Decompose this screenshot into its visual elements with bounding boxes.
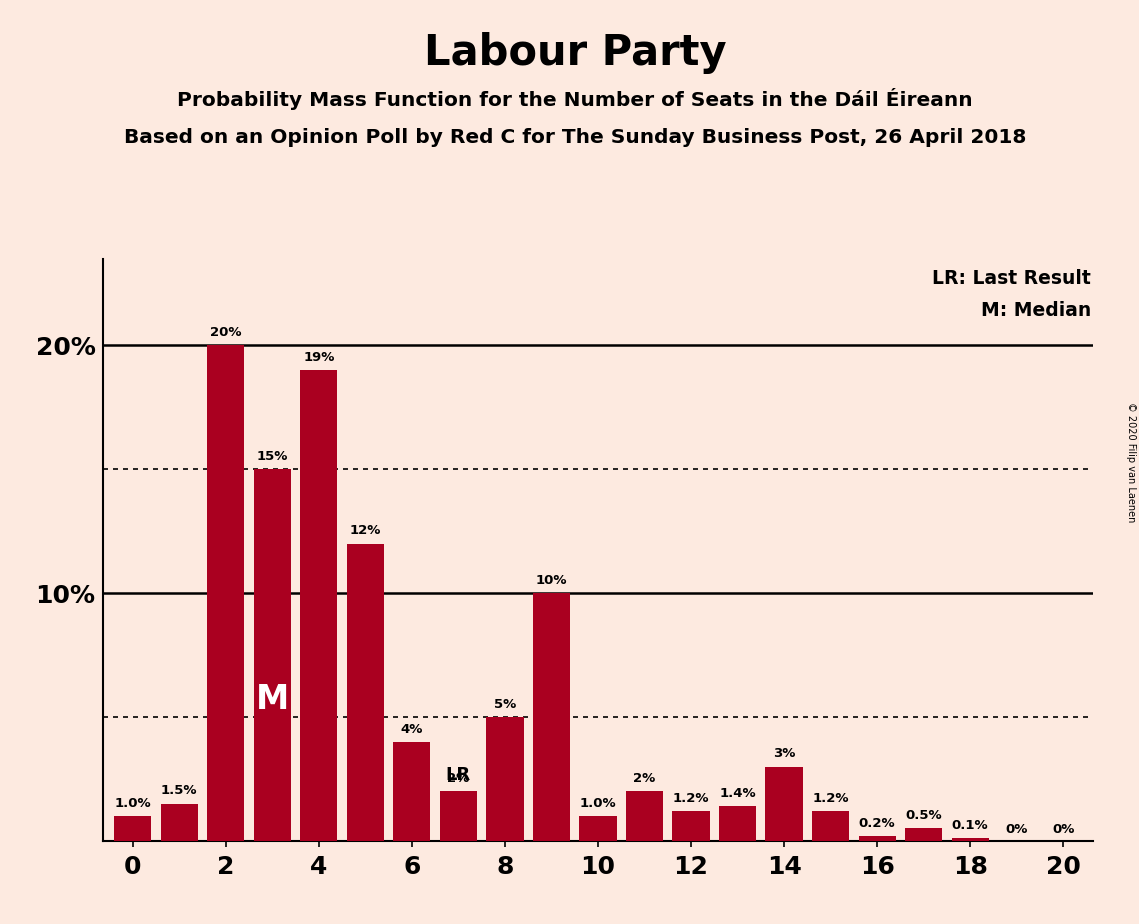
Text: M: Median: M: Median xyxy=(981,301,1091,320)
Bar xyxy=(580,816,616,841)
Bar xyxy=(812,811,850,841)
Text: 1.2%: 1.2% xyxy=(673,792,710,805)
Bar xyxy=(346,543,384,841)
Text: 10%: 10% xyxy=(535,574,567,587)
Bar xyxy=(672,811,710,841)
Text: 0%: 0% xyxy=(1006,823,1027,836)
Text: 1.0%: 1.0% xyxy=(114,796,151,809)
Bar xyxy=(114,816,151,841)
Text: M: M xyxy=(255,683,289,716)
Bar xyxy=(393,742,431,841)
Text: Labour Party: Labour Party xyxy=(424,32,727,74)
Text: 1.4%: 1.4% xyxy=(719,787,756,800)
Bar xyxy=(301,371,337,841)
Text: 0%: 0% xyxy=(1052,823,1074,836)
Text: 3%: 3% xyxy=(773,748,795,760)
Text: Based on an Opinion Poll by Red C for The Sunday Business Post, 26 April 2018: Based on an Opinion Poll by Red C for Th… xyxy=(124,128,1026,147)
Bar xyxy=(207,346,245,841)
Bar xyxy=(906,829,942,841)
Bar xyxy=(440,791,477,841)
Text: 0.1%: 0.1% xyxy=(952,820,989,833)
Text: 19%: 19% xyxy=(303,351,335,364)
Text: 1.0%: 1.0% xyxy=(580,796,616,809)
Text: 2%: 2% xyxy=(448,772,469,785)
Bar xyxy=(254,469,290,841)
Text: Probability Mass Function for the Number of Seats in the Dáil Éireann: Probability Mass Function for the Number… xyxy=(178,88,973,110)
Text: 15%: 15% xyxy=(256,450,288,463)
Bar xyxy=(859,836,895,841)
Bar xyxy=(486,717,524,841)
Bar xyxy=(951,838,989,841)
Text: 12%: 12% xyxy=(350,525,382,538)
Text: 4%: 4% xyxy=(401,723,423,736)
Bar xyxy=(765,767,803,841)
Text: 5%: 5% xyxy=(494,698,516,711)
Text: LR: Last Result: LR: Last Result xyxy=(933,269,1091,287)
Bar xyxy=(161,804,198,841)
Text: 0.2%: 0.2% xyxy=(859,817,895,830)
Bar xyxy=(533,593,570,841)
Bar xyxy=(719,806,756,841)
Text: © 2020 Filip van Laenen: © 2020 Filip van Laenen xyxy=(1126,402,1136,522)
Text: 0.5%: 0.5% xyxy=(906,809,942,822)
Text: 1.2%: 1.2% xyxy=(812,792,849,805)
Text: 2%: 2% xyxy=(633,772,656,785)
Text: LR: LR xyxy=(445,766,470,784)
Text: 1.5%: 1.5% xyxy=(161,784,197,797)
Bar xyxy=(626,791,663,841)
Text: 20%: 20% xyxy=(210,326,241,339)
